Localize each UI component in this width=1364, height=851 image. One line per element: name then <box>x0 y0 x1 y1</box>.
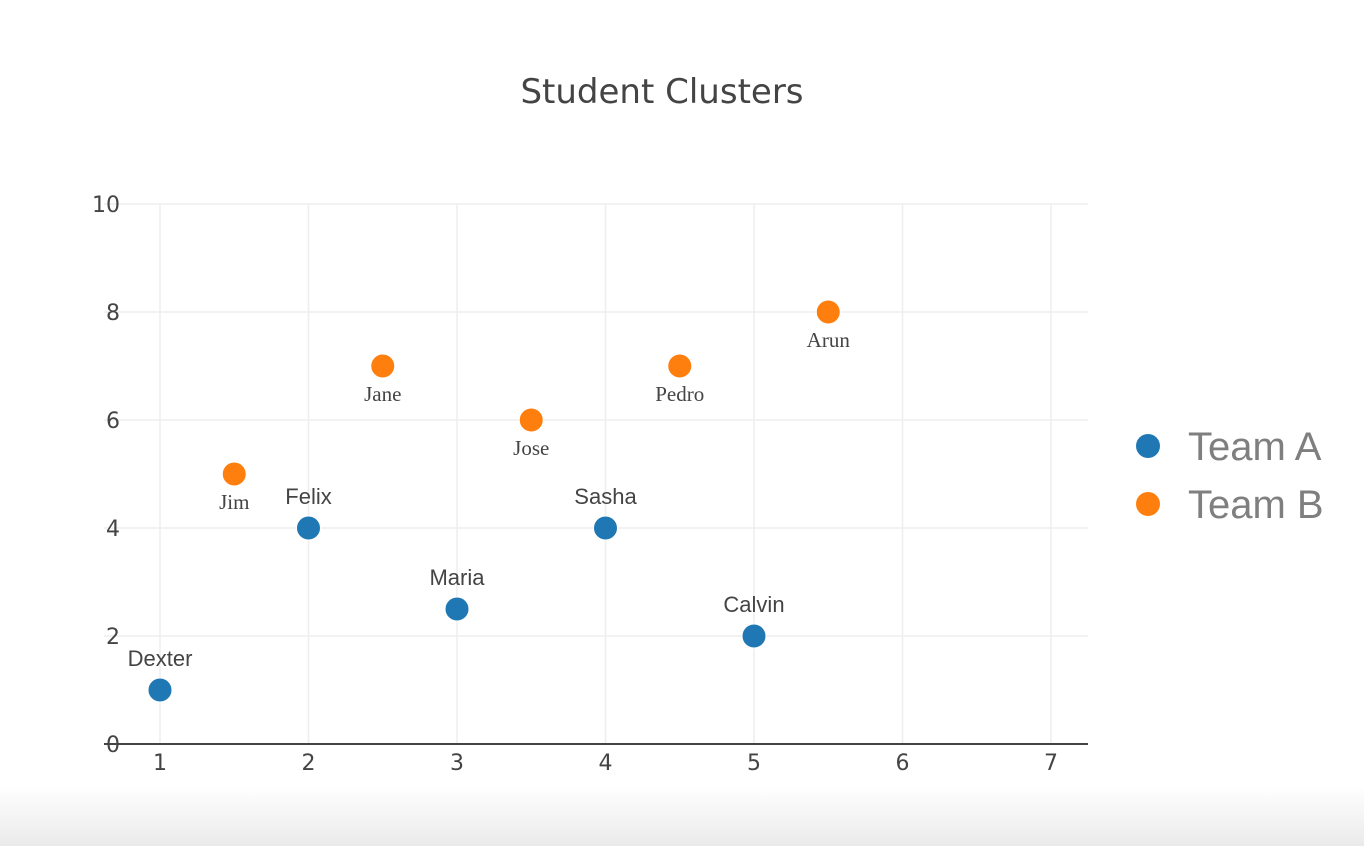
legend-label: Team A <box>1188 425 1322 469</box>
x-tick-label: 1 <box>153 751 167 776</box>
data-point[interactable] <box>815 299 841 325</box>
data-label: Sasha <box>574 484 637 509</box>
legend-item-team-b[interactable]: Team B <box>1136 483 1324 527</box>
data-point[interactable] <box>147 677 173 703</box>
y-tick-label: 8 <box>106 301 120 326</box>
x-tick-label: 3 <box>450 751 464 776</box>
legend-marker <box>1136 434 1160 458</box>
x-tick-label: 6 <box>896 751 910 776</box>
data-label: Maria <box>429 565 485 590</box>
data-point[interactable] <box>518 407 544 433</box>
legend-marker <box>1136 492 1160 516</box>
grid-lines <box>104 203 1088 744</box>
y-tick-label: 4 <box>106 517 120 542</box>
data-label: Dexter <box>128 646 193 671</box>
data-point[interactable] <box>444 596 470 622</box>
axes: 1 2 3 4 5 6 7 0 2 4 6 8 10 <box>92 193 1088 776</box>
data-point[interactable] <box>741 623 767 649</box>
series-team-b: Jim Jane Jose Pedro Arun <box>219 299 851 514</box>
data-point[interactable] <box>370 353 396 379</box>
y-tick-label: 6 <box>106 409 120 434</box>
data-label: Jim <box>219 490 249 514</box>
chart-title: Student Clusters <box>520 72 803 112</box>
x-tick-label: 4 <box>599 751 613 776</box>
data-point[interactable] <box>593 515 618 541</box>
data-label: Pedro <box>655 382 704 406</box>
y-tick-label: 0 <box>106 733 120 758</box>
data-point[interactable] <box>221 461 247 487</box>
x-tick-label: 2 <box>302 751 316 776</box>
y-tick-label: 2 <box>106 625 120 650</box>
data-label: Calvin <box>723 592 784 617</box>
data-point[interactable] <box>296 515 321 541</box>
y-tick-label: 10 <box>92 193 120 218</box>
data-points: Dexter Felix Maria Sasha Calvin Jim Jane Jose Pe… <box>128 299 851 703</box>
data-label: Jane <box>364 382 401 406</box>
data-label: Felix <box>285 484 331 509</box>
legend[interactable]: Team A Team B <box>1136 425 1324 527</box>
data-label: Jose <box>513 436 549 460</box>
legend-label: Team B <box>1188 483 1324 527</box>
legend-item-team-a[interactable]: Team A <box>1136 425 1322 469</box>
series-team-a: Dexter Felix Maria Sasha Calvin <box>128 484 785 703</box>
data-label: Arun <box>807 328 851 352</box>
x-tick-label: 5 <box>747 751 761 776</box>
x-tick-label: 7 <box>1044 751 1058 776</box>
data-point[interactable] <box>667 353 693 379</box>
